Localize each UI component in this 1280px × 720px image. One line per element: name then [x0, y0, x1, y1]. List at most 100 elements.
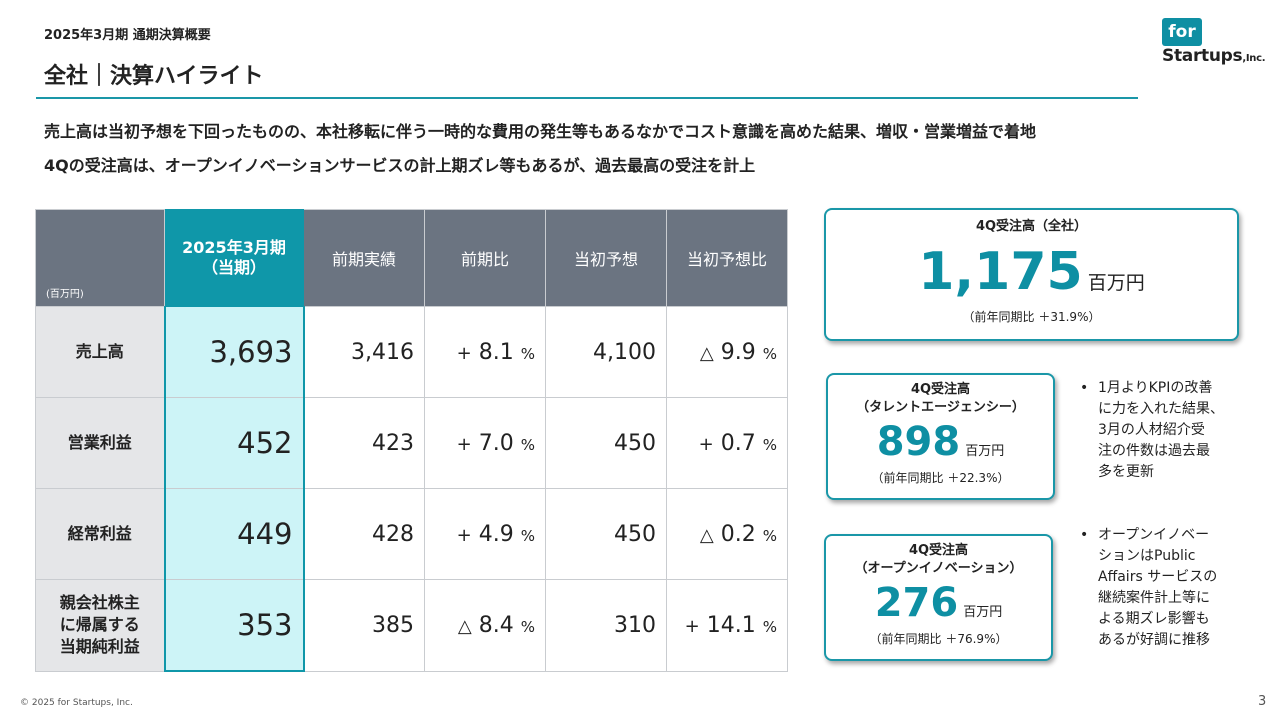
- row-label-line: 経常利益: [67, 524, 132, 543]
- copyright: © 2025 for Startups, Inc.: [20, 698, 133, 708]
- card-label: 4Q受注高（全社）: [975, 219, 1088, 234]
- yoy-sign: +: [456, 433, 472, 455]
- card-label-sub: （オープンイノベーション）: [854, 561, 1023, 576]
- prev-value: 428: [303, 488, 425, 580]
- card-unit: 百万円: [1087, 272, 1145, 294]
- lead-line-2: 4Qの受注高は、オープンイノベーションサービスの計上期ズレ等もあるが、過去最高の…: [44, 156, 756, 175]
- lead-line-1: 売上高は当初予想を下回ったものの、本社移転に伴う一時的な費用の発生等もあるなかで…: [44, 122, 1037, 141]
- note-line: Affairs サービスの: [1098, 569, 1218, 585]
- yoy-value: + 8.1 %: [424, 306, 546, 398]
- row-label-line: 営業利益: [67, 433, 132, 452]
- page-number: 3: [1258, 694, 1267, 709]
- card-label: 4Q受注高: [910, 382, 971, 397]
- card-value: 898: [876, 419, 961, 465]
- note-line: 継続案件計上等に: [1098, 590, 1210, 606]
- percent-unit: %: [520, 526, 535, 545]
- document-subtitle: 2025年3月期 通期決算概要: [44, 28, 211, 43]
- yoy-number: 4.9: [478, 521, 514, 547]
- yoy-value: + 4.9 %: [424, 488, 546, 580]
- yoy-number: 8.1: [478, 339, 514, 365]
- card-caption: （前年同期比 ＋31.9%）: [962, 310, 1101, 324]
- note-line: ションはPublic: [1098, 548, 1196, 564]
- orders-innovation-card: 4Q受注高 （オープンイノベーション） 276 百万円 （前年同期比 ＋76.9…: [824, 534, 1053, 661]
- orders-total-card: 4Q受注高（全社） 1,175 百万円 （前年同期比 ＋31.9%）: [824, 208, 1239, 341]
- column-header-forecast: 当初予想: [545, 209, 667, 307]
- logo-for-mark: for: [1162, 18, 1202, 46]
- row-label-line: 売上高: [75, 342, 124, 361]
- row-label-line: 当期純利益: [59, 637, 140, 657]
- table-row-ordinary-profit: 経常利益 449 428 + 4.9 % 450 △ 0.2 %: [35, 488, 788, 580]
- note-text: オープンイノベー ションはPublic Affairs サービスの 継続案件計上…: [1080, 525, 1275, 651]
- prev-value: 3,416: [303, 306, 425, 398]
- vs-forecast-value: + 0.7 %: [666, 397, 788, 489]
- bullet-marker: •: [1080, 380, 1089, 396]
- yoy-value: △ 8.4 %: [424, 579, 546, 672]
- column-header-current: 2025年3月期 （当期）: [164, 209, 304, 307]
- note-line: よる期ズレ影響も: [1098, 611, 1210, 627]
- innovation-note: • オープンイノベー ションはPublic Affairs サービスの 継続案件…: [1080, 525, 1275, 651]
- note-line: あるが好調に推移: [1098, 632, 1210, 648]
- card-value: 276: [874, 580, 959, 626]
- row-label: 営業利益: [35, 397, 165, 489]
- unit-label: (百万円): [35, 209, 165, 307]
- note-line: に力を入れた結果、: [1098, 401, 1224, 417]
- vs-sign: +: [684, 615, 700, 637]
- forecast-value: 4,100: [545, 306, 667, 398]
- forecast-value: 310: [545, 579, 667, 672]
- percent-unit: %: [762, 344, 777, 363]
- card-unit: 百万円: [965, 444, 1005, 459]
- yoy-number: 8.4: [478, 612, 514, 638]
- note-line: 3月の人材紹介受: [1098, 422, 1205, 438]
- percent-unit: %: [520, 435, 535, 454]
- card-caption: （前年同期比 ＋22.3%）: [871, 471, 1010, 485]
- yoy-number: 7.0: [478, 430, 514, 456]
- row-label: 売上高: [35, 306, 165, 398]
- vs-sign: △: [699, 524, 714, 546]
- table-row-net-income: 親会社株主 に帰属する 当期純利益 353 385 △ 8.4 % 310 + …: [35, 579, 788, 672]
- note-line: 注の件数は過去最: [1098, 443, 1210, 459]
- current-value: 449: [163, 488, 305, 580]
- forecast-value: 450: [545, 397, 667, 489]
- vs-number: 14.1: [706, 612, 756, 638]
- table-row-operating-profit: 営業利益 452 423 + 7.0 % 450 + 0.7 %: [35, 397, 788, 489]
- table-header-row: (百万円) 2025年3月期 （当期） 前期実績 前期比 当初予想 当初予想比: [35, 209, 788, 307]
- bullet-marker: •: [1080, 527, 1089, 543]
- yoy-sign: +: [456, 342, 472, 364]
- card-label-sub: （タレントエージェンシー）: [856, 400, 1025, 415]
- row-label-line: 親会社株主: [59, 593, 140, 613]
- note-line: 1月よりKPIの改善: [1098, 380, 1213, 396]
- card-value-row: 1,175 百万円: [826, 244, 1237, 300]
- vs-number: 0.2: [720, 521, 756, 547]
- yoy-sign: +: [456, 524, 472, 546]
- percent-unit: %: [520, 617, 535, 636]
- row-label: 経常利益: [35, 488, 165, 580]
- current-period-label: 2025年3月期: [182, 238, 286, 257]
- vs-number: 9.9: [720, 339, 756, 365]
- percent-unit: %: [762, 617, 777, 636]
- vs-number: 0.7: [720, 430, 756, 456]
- row-label: 親会社株主 に帰属する 当期純利益: [35, 579, 165, 672]
- column-header-vs-forecast: 当初予想比: [666, 209, 788, 307]
- percent-unit: %: [762, 435, 777, 454]
- logo-suffix: ,Inc.: [1242, 53, 1266, 64]
- note-text: 1月よりKPIの改善 に力を入れた結果、 3月の人材紹介受 注の件数は過去最 多…: [1080, 378, 1270, 483]
- note-line: 多を更新: [1098, 464, 1154, 480]
- vs-sign: +: [698, 433, 714, 455]
- orders-agency-card: 4Q受注高 （タレントエージェンシー） 898 百万円 （前年同期比 ＋22.3…: [826, 373, 1055, 500]
- card-value-row: 276 百万円: [826, 580, 1051, 626]
- card-label: 4Q受注高: [908, 543, 969, 558]
- current-value: 353: [163, 579, 305, 672]
- card-caption: （前年同期比 ＋76.9%）: [869, 632, 1008, 646]
- current-value: 452: [163, 397, 305, 489]
- company-logo: for Startups,Inc.: [1162, 18, 1268, 70]
- table-row-revenue: 売上高 3,693 3,416 + 8.1 % 4,100 △ 9.9 %: [35, 306, 788, 398]
- current-period-sub: （当期）: [201, 258, 266, 277]
- column-header-prev: 前期実績: [303, 209, 425, 307]
- agency-note: • 1月よりKPIの改善 に力を入れた結果、 3月の人材紹介受 注の件数は過去最…: [1080, 378, 1270, 483]
- row-label-line: に帰属する: [59, 615, 140, 635]
- percent-unit: %: [762, 526, 777, 545]
- vs-sign: △: [699, 342, 714, 364]
- current-value: 3,693: [163, 306, 305, 398]
- note-line: オープンイノベー: [1098, 527, 1210, 543]
- vs-forecast-value: △ 9.9 %: [666, 306, 788, 398]
